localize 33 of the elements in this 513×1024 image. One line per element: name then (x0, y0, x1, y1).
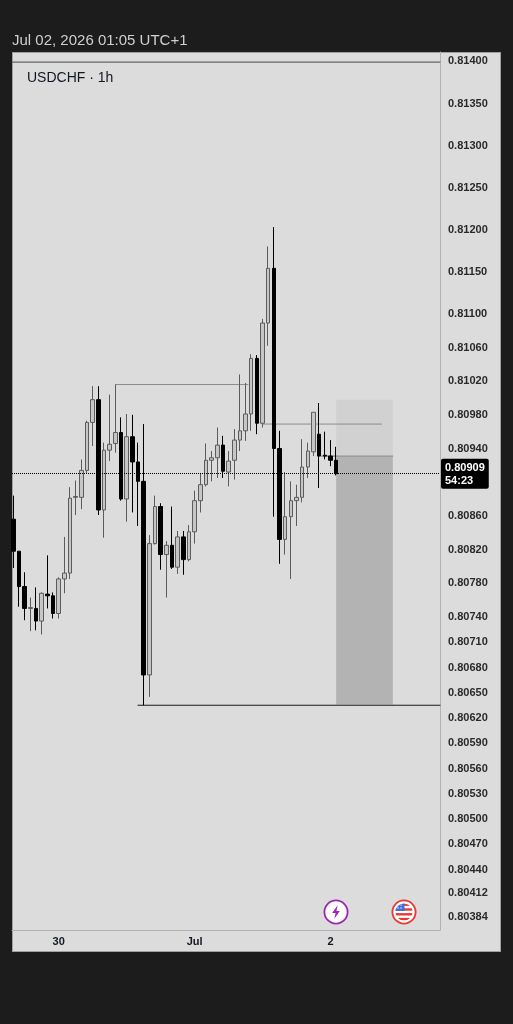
y-tick-label: 0.81250 (448, 180, 488, 193)
y-tick-label: 0.80620 (448, 711, 488, 724)
y-tick-label: 0.80590 (448, 736, 488, 749)
y-tick-label: 0.81300 (448, 138, 488, 151)
y-tick-label: 0.81100 (448, 306, 488, 319)
y-tick-label: 0.80860 (448, 508, 488, 521)
y-tick-label: 0.80650 (448, 685, 488, 698)
y-tick-label: 0.80940 (448, 441, 488, 454)
y-tick-label: 0.80980 (448, 407, 488, 420)
x-tick-label: 30 (52, 934, 65, 947)
x-tick-label: Jul (186, 934, 203, 947)
text: Jul 02, 2026 01:05 UTC+1 (12, 31, 188, 48)
y-tick-label: 0.80500 (448, 812, 488, 825)
y-tick-label: 0.80780 (448, 576, 488, 589)
y-tick-label: 0.80440 (448, 862, 488, 875)
y-tick-label: 0.80470 (448, 837, 488, 850)
text: USDCHF · 1h (27, 69, 114, 85)
y-tick-label: 0.81400 (448, 54, 488, 67)
y-tick-label: 0.80530 (448, 786, 488, 799)
y-tick-label: 0.81350 (448, 96, 488, 109)
y-tick-label: 0.80820 (448, 542, 488, 555)
y-tick-label: 0.80710 (448, 635, 488, 648)
ref-line-label: 0.80909 54:23 (445, 461, 485, 487)
y-tick-label: 0.80384 (448, 909, 489, 922)
x-tick-label: 2 (327, 934, 334, 947)
y-tick-label: 0.80740 (448, 610, 488, 623)
y-tick-label: 0.81200 (448, 222, 488, 235)
y-tick-label: 0.80412 (448, 886, 488, 899)
y-tick-label: 0.81020 (448, 374, 488, 387)
y-tick-label: 0.81150 (448, 264, 488, 277)
y-tick-label: 0.81060 (448, 340, 488, 353)
y-tick-label: 0.80560 (448, 761, 488, 774)
y-tick-label: 0.80680 (448, 660, 488, 673)
